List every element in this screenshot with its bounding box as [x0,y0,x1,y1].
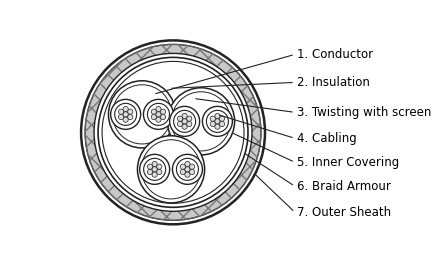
Text: 7. Outer Sheath: 7. Outer Sheath [297,206,391,219]
Circle shape [174,110,196,132]
Text: 1. Conductor: 1. Conductor [297,48,373,61]
Circle shape [156,112,161,117]
Circle shape [94,53,252,211]
Circle shape [119,109,123,114]
Circle shape [143,99,173,129]
Circle shape [157,164,162,169]
Circle shape [210,116,215,121]
Circle shape [176,158,198,180]
Circle shape [98,58,248,207]
Circle shape [128,109,133,114]
Text: 6. Braid Armour: 6. Braid Armour [297,180,391,193]
Circle shape [147,164,153,169]
Circle shape [170,106,200,136]
Circle shape [215,124,220,129]
Circle shape [161,109,166,114]
Circle shape [182,124,187,129]
Circle shape [215,119,220,124]
Circle shape [215,113,220,119]
Circle shape [138,136,205,203]
Circle shape [108,81,176,148]
Circle shape [156,117,161,122]
Circle shape [140,154,170,184]
Circle shape [220,122,224,127]
Circle shape [152,172,157,177]
Circle shape [151,109,157,114]
Circle shape [81,40,265,224]
Circle shape [180,164,185,169]
Circle shape [206,110,228,132]
Circle shape [128,114,133,120]
Circle shape [185,172,190,177]
Text: 4. Cabling: 4. Cabling [297,132,357,145]
Circle shape [123,106,128,112]
Circle shape [187,116,192,121]
Circle shape [182,113,187,119]
Circle shape [202,106,232,136]
Circle shape [187,122,192,127]
Text: 5. Inner Covering: 5. Inner Covering [297,156,399,169]
Circle shape [182,119,187,124]
Circle shape [156,106,161,112]
Circle shape [115,103,137,125]
Circle shape [112,85,172,144]
Circle shape [147,103,169,125]
Circle shape [144,158,166,180]
Circle shape [152,161,157,167]
Circle shape [123,112,128,117]
Circle shape [172,154,202,184]
Circle shape [85,44,261,220]
Circle shape [190,169,194,175]
Circle shape [177,122,183,127]
Text: 3. Twisting with screen: 3. Twisting with screen [297,106,431,119]
Circle shape [119,114,123,120]
Circle shape [102,61,244,203]
Circle shape [180,169,185,175]
Circle shape [123,117,128,122]
Circle shape [172,92,231,151]
Circle shape [190,164,194,169]
Circle shape [147,169,153,175]
Circle shape [157,169,162,175]
Circle shape [142,140,201,199]
Circle shape [151,114,157,120]
Circle shape [185,161,190,167]
Circle shape [185,167,190,172]
Circle shape [161,114,166,120]
Circle shape [220,116,224,121]
Circle shape [177,116,183,121]
Circle shape [168,88,235,155]
Circle shape [210,122,215,127]
Text: 2. Insulation: 2. Insulation [297,76,370,89]
Circle shape [152,167,157,172]
Circle shape [111,99,141,129]
